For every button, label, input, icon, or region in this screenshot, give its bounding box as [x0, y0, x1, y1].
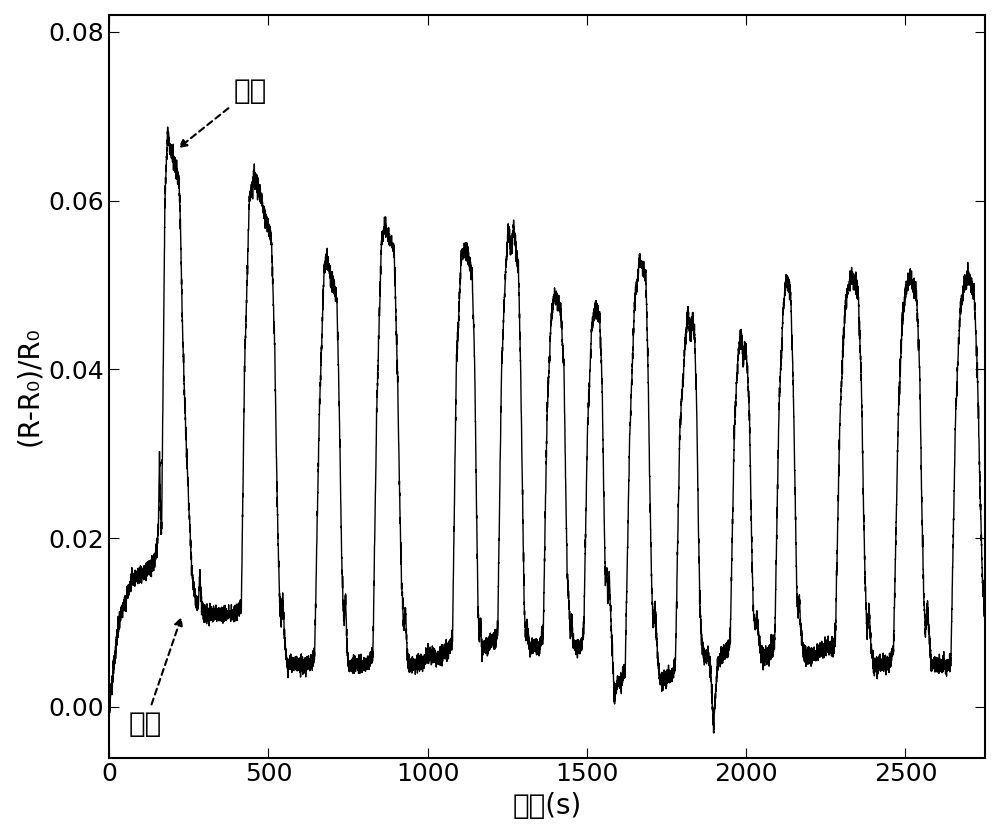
- Text: 氯仿: 氯仿: [180, 77, 267, 147]
- Y-axis label: (R-R₀)/R₀: (R-R₀)/R₀: [15, 326, 43, 446]
- Text: 空气: 空气: [128, 619, 182, 738]
- X-axis label: 时间(s): 时间(s): [512, 792, 582, 820]
